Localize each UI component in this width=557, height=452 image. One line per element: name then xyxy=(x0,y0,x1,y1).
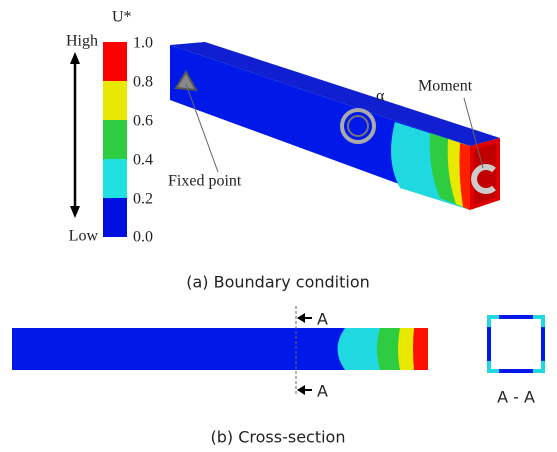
section-label: A - A xyxy=(497,388,535,407)
colorbar-tick: 0.0 xyxy=(133,229,153,246)
cross-section xyxy=(489,317,543,371)
low-label: Low xyxy=(69,228,99,245)
section-marker: A xyxy=(317,310,328,329)
colorbar-tick: 0.2 xyxy=(133,191,153,208)
caption-b: (b) Cross-section xyxy=(211,428,346,447)
high-label: High xyxy=(66,33,98,50)
colorbar-tick: 0.4 xyxy=(133,152,153,169)
colorbar-tick: 1.0 xyxy=(133,35,153,52)
range-arrow xyxy=(70,52,80,218)
fixed-point-label: Fixed point xyxy=(168,173,242,190)
colorbar-title: U* xyxy=(112,9,132,26)
colorbar xyxy=(103,42,127,237)
colorbar-tick: 0.6 xyxy=(133,113,153,130)
section-marker: A xyxy=(317,382,328,401)
alpha-label: α xyxy=(376,88,385,105)
figure: U* 1.0 0.8 0.6 0.4 0.2 0.0 High Low α Mo… xyxy=(0,0,557,452)
beam-2d xyxy=(12,306,428,395)
colorbar-tick: 0.8 xyxy=(133,74,153,91)
caption-a: (a) Boundary condition xyxy=(186,273,370,292)
moment-label: Moment xyxy=(418,78,473,95)
